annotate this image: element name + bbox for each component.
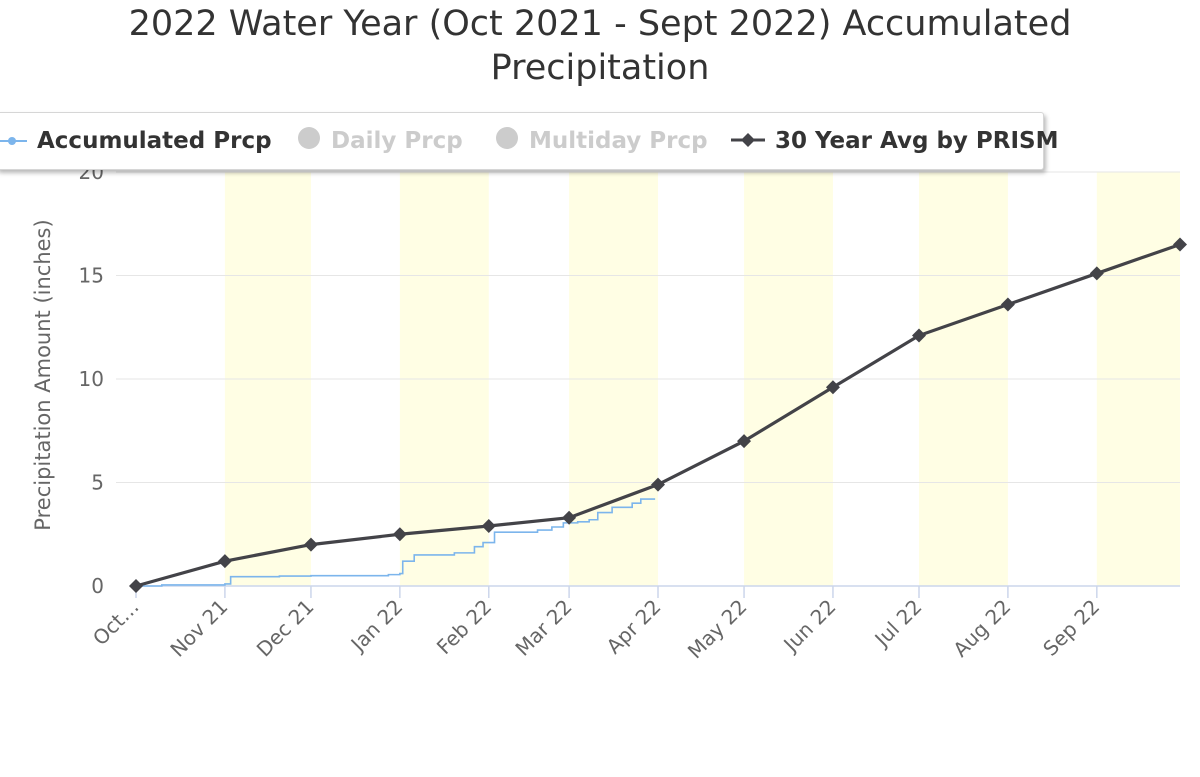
legend-item-accumulated-prcp[interactable]: Accumulated Prcp [0,113,272,169]
chart-title-line-2: Precipitation [490,48,710,88]
grid-lines [116,171,1180,483]
x-tick-label: Nov 21 [165,595,232,662]
data-point-diamond[interactable] [1089,266,1104,281]
x-tick-label: Dec 21 [252,595,319,662]
data-point-diamond[interactable] [129,579,143,593]
data-point-diamond[interactable] [1173,237,1187,252]
x-tick-label: Mar 22 [510,595,576,661]
legend-label: Daily Prcp [331,128,463,154]
legend-label: 30 Year Avg by PRISM [775,128,1059,154]
legend-item-multiday-prcp[interactable]: Multiday Prcp [495,113,708,169]
data-point-diamond[interactable] [562,510,577,525]
chart-title-line-1: 2022 Water Year (Oct 2021 - Sept 2022) A… [128,4,1072,44]
data-point-diamond[interactable] [737,434,752,449]
x-tick-label: Aug 22 [948,595,1015,662]
data-point-diamond[interactable] [392,527,407,542]
legend-item-30-year-avg[interactable]: 30 Year Avg by PRISM [731,113,1059,169]
legend-label: Accumulated Prcp [37,128,272,154]
x-tick-label: Feb 22 [432,595,497,660]
chart-title: 2022 Water Year (Oct 2021 - Sept 2022) A… [0,2,1200,90]
y-tick-label: 10 [79,367,104,391]
y-tick-label: 0 [91,574,104,598]
legend-line-diamond-icon [731,128,765,154]
data-point-diamond[interactable] [1000,297,1015,312]
axes [135,585,1180,598]
data-point-diamond[interactable] [912,328,926,343]
x-tick-label: Jul 22 [869,595,927,653]
legend-item-daily-prcp[interactable]: Daily Prcp [297,113,463,169]
legend-line-circle-icon [0,128,27,154]
legend-label: Multiday Prcp [529,128,708,154]
chart-legend: Accumulated Prcp Daily Prcp Multiday Prc… [0,112,1059,170]
data-point-diamond[interactable] [825,380,840,395]
data-point-diamond[interactable] [481,518,496,533]
data-point-diamond[interactable] [303,537,318,552]
legend-circle-icon [297,126,321,156]
x-tick-label: Oct… [88,595,144,651]
x-tick-label: Jan 22 [345,595,408,658]
legend-circle-icon [495,126,519,156]
y-axis-title: Precipitation Amount (inches) [31,219,55,530]
series-layer [129,237,1187,593]
y-tick-label: 5 [91,471,104,495]
data-point-diamond[interactable] [651,477,665,492]
y-tick-label: 15 [79,264,104,288]
x-tick-label: Jun 22 [778,595,841,658]
x-tick-label: Apr 22 [602,595,666,659]
data-point-diamond[interactable] [217,554,232,569]
x-tick-label: May 22 [683,595,752,664]
series-line-accumulated-prcp [136,498,656,587]
x-tick-label: Sep 22 [1038,595,1104,661]
